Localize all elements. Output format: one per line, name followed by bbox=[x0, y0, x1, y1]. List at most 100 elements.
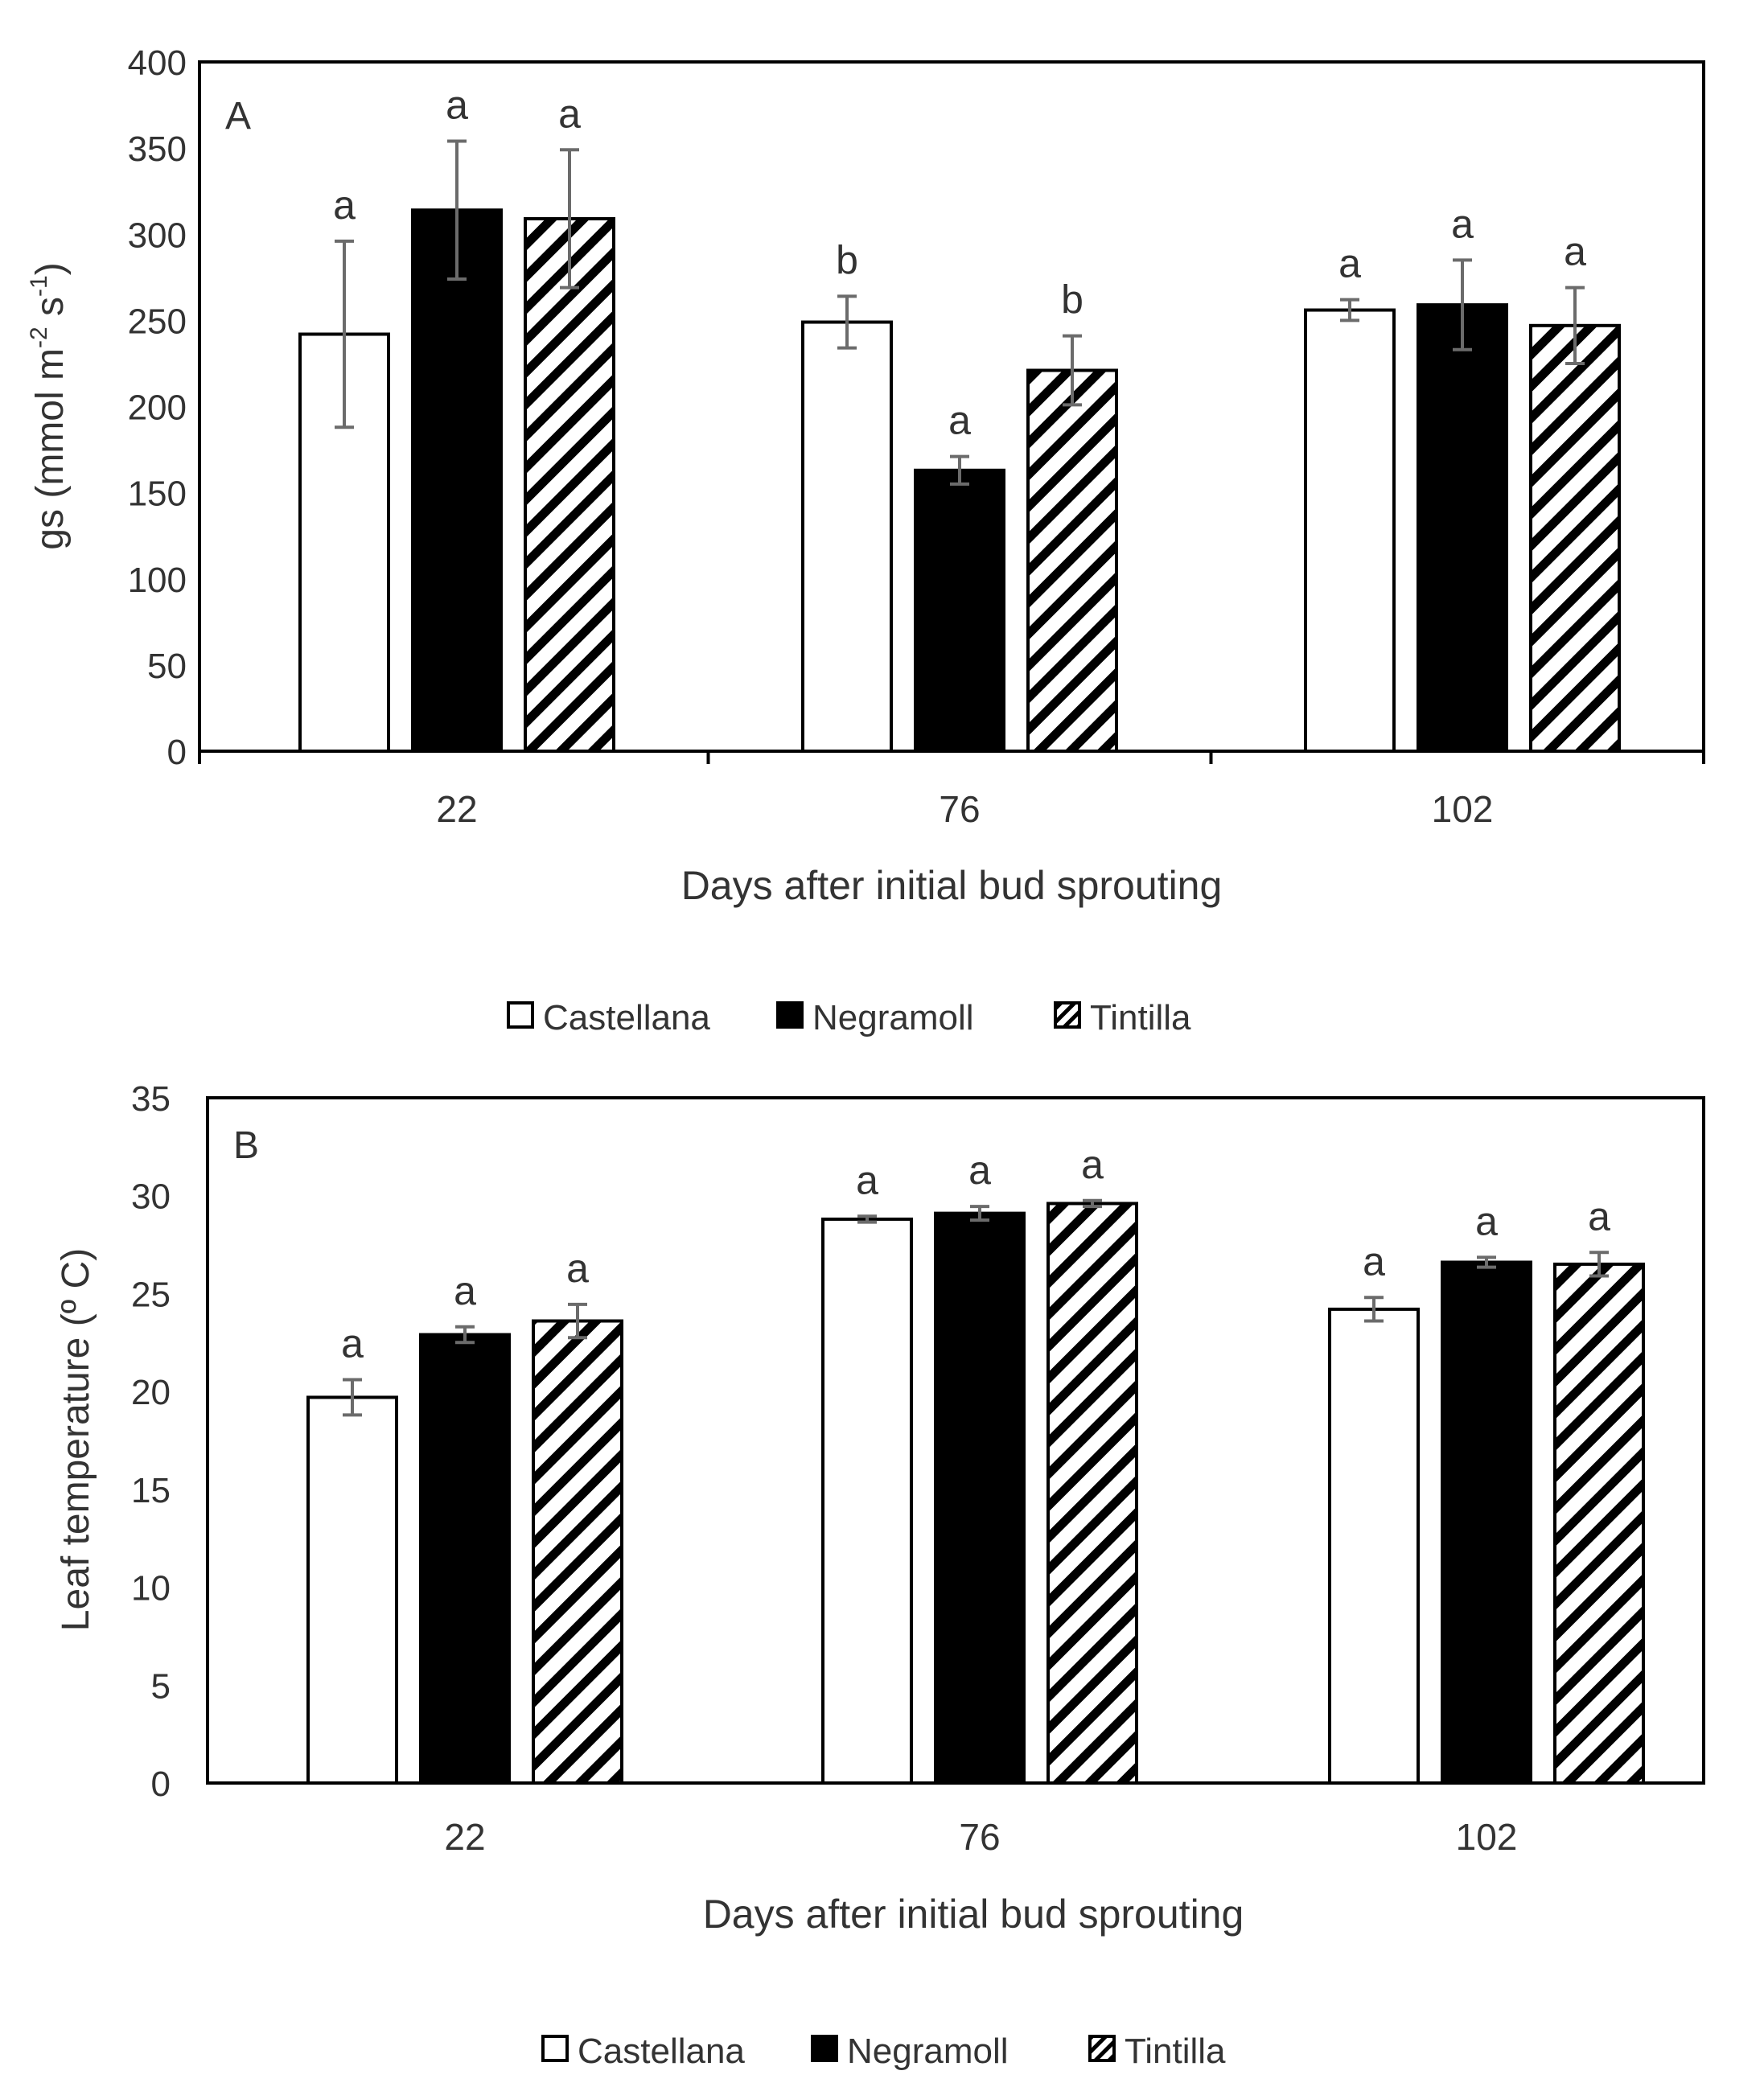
legend-b: Castellana Negramoll Tintilla bbox=[541, 2032, 1226, 2071]
significance-letter: b bbox=[836, 237, 858, 282]
bar-castellana-102 bbox=[1304, 308, 1396, 753]
x-category-label: 76 bbox=[959, 1816, 1000, 1858]
bars-b bbox=[306, 1202, 1645, 1785]
error-bar-castellana-102 bbox=[1340, 298, 1359, 323]
y-axis-ticks-b: 0 5 10 15 20 25 30 35 bbox=[131, 1079, 171, 1804]
error-bar-tintilla-102 bbox=[1589, 1251, 1609, 1278]
y-axis-title-a: gs (mmol m-2 s-1) bbox=[26, 262, 72, 549]
y-tick-label: 300 bbox=[128, 216, 187, 255]
significance-letter: a bbox=[948, 398, 971, 443]
y-tick-label: 100 bbox=[128, 561, 187, 600]
significance-letter: b bbox=[1061, 277, 1083, 323]
legend-swatch-tintilla-b bbox=[1088, 2035, 1116, 2062]
significance-letter: a bbox=[1588, 1194, 1610, 1239]
legend-label-tintilla-b: Tintilla bbox=[1125, 2032, 1226, 2071]
error-bar-castellana-76 bbox=[857, 1214, 877, 1224]
bar-negramoll-76 bbox=[934, 1211, 1026, 1785]
legend-label-castellana-b: Castellana bbox=[578, 2032, 745, 2071]
error-bar-tintilla-22 bbox=[568, 1302, 587, 1340]
y-tick-label: 200 bbox=[128, 388, 187, 428]
y-tick-label: 50 bbox=[147, 647, 187, 686]
significance-letter: a bbox=[558, 91, 581, 136]
y-tick-label: 35 bbox=[131, 1079, 171, 1119]
y-tick-label: 350 bbox=[128, 129, 187, 169]
x-category-label: 76 bbox=[939, 788, 980, 830]
significance-letter: a bbox=[333, 183, 356, 228]
error-bar-negramoll-76 bbox=[950, 454, 969, 486]
error-bar-tintilla-22 bbox=[560, 148, 579, 290]
x-category-label: 22 bbox=[436, 788, 477, 830]
legend-swatch-negramoll-a bbox=[776, 1001, 804, 1029]
error-bar-negramoll-22 bbox=[455, 1325, 475, 1345]
legend-swatch-castellana-b bbox=[541, 2035, 569, 2062]
bar-negramoll-102 bbox=[1441, 1260, 1532, 1785]
error-bar-tintilla-76 bbox=[1083, 1198, 1102, 1209]
error-bar-tintilla-76 bbox=[1063, 334, 1082, 407]
legend-label-negramoll-b: Negramoll bbox=[847, 2032, 1009, 2071]
y-tick-label: 5 bbox=[151, 1666, 171, 1706]
x-axis-title-b: Days after initial bud sprouting bbox=[703, 1892, 1244, 1937]
bar-tintilla-102 bbox=[1529, 323, 1621, 753]
significance-letter: a bbox=[1451, 201, 1474, 246]
chart-panel-a: A 0 50 100 150 200 250 300 350 400 a b a a a a a b a 22 7… bbox=[26, 43, 1705, 908]
error-bar-castellana-102 bbox=[1364, 1296, 1384, 1323]
bar-castellana-76 bbox=[821, 1217, 913, 1785]
y-tick-label: 0 bbox=[167, 733, 187, 772]
significance-letter: a bbox=[968, 1148, 991, 1193]
x-category-label: 102 bbox=[1432, 788, 1494, 830]
error-bars-a bbox=[335, 139, 1585, 486]
bar-castellana-22 bbox=[306, 1395, 398, 1785]
error-bar-negramoll-102 bbox=[1477, 1255, 1496, 1269]
error-bar-castellana-76 bbox=[837, 294, 857, 350]
significance-letter: a bbox=[566, 1246, 589, 1291]
y-tick-label: 150 bbox=[128, 475, 187, 514]
error-bar-tintilla-102 bbox=[1565, 286, 1585, 365]
significance-letter: a bbox=[856, 1157, 878, 1202]
bar-tintilla-22 bbox=[524, 216, 615, 753]
y-tick-label: 10 bbox=[131, 1569, 171, 1608]
y-tick-label: 0 bbox=[151, 1765, 171, 1804]
significance-letter: a bbox=[1081, 1142, 1104, 1187]
y-tick-label: 15 bbox=[131, 1471, 171, 1510]
chart-panel-b: B 0 5 10 15 20 25 30 35 a a a a a a a a a 22 76 102 Days … bbox=[55, 1079, 1705, 1937]
legend-a: Castellana Negramoll Tintilla bbox=[507, 998, 1191, 1037]
significance-letters-a: a b a a a a a b a bbox=[333, 83, 1586, 443]
error-bar-castellana-22 bbox=[343, 1378, 362, 1417]
error-bars-b bbox=[343, 1198, 1609, 1417]
y-axis-ticks-a: 0 50 100 150 200 250 300 350 400 bbox=[128, 43, 187, 772]
error-bar-negramoll-102 bbox=[1453, 258, 1472, 351]
significance-letter: a bbox=[1338, 241, 1361, 286]
significance-letter: a bbox=[341, 1321, 364, 1366]
bar-negramoll-22 bbox=[419, 1333, 511, 1785]
legend-swatch-castellana-a bbox=[507, 1001, 534, 1029]
y-tick-label: 30 bbox=[131, 1177, 171, 1217]
x-axis-a: 22 76 102 bbox=[198, 751, 1705, 830]
bar-tintilla-102 bbox=[1553, 1262, 1645, 1785]
panel-label-a: A bbox=[225, 95, 251, 138]
bar-tintilla-22 bbox=[532, 1319, 623, 1785]
bar-castellana-102 bbox=[1328, 1307, 1420, 1785]
y-axis-title-b: Leaf temperature (º C) bbox=[55, 1248, 97, 1631]
significance-letter: a bbox=[454, 1268, 476, 1313]
significance-letter: a bbox=[1475, 1198, 1498, 1243]
bar-negramoll-102 bbox=[1417, 303, 1508, 753]
legend-label-negramoll-a: Negramoll bbox=[812, 998, 974, 1037]
y-tick-label: 20 bbox=[131, 1373, 171, 1412]
panel-label-b: B bbox=[233, 1124, 259, 1167]
y-tick-label: 250 bbox=[128, 302, 187, 341]
bar-tintilla-76 bbox=[1046, 1202, 1138, 1785]
legend-swatch-negramoll-b bbox=[811, 2035, 838, 2062]
legend-label-castellana-a: Castellana bbox=[543, 998, 710, 1037]
bar-negramoll-22 bbox=[411, 208, 503, 753]
significance-letter: a bbox=[446, 83, 468, 128]
error-bar-negramoll-22 bbox=[447, 139, 467, 281]
error-bar-castellana-22 bbox=[335, 239, 354, 429]
legend-label-tintilla-a: Tintilla bbox=[1090, 998, 1191, 1037]
legend-swatch-tintilla-a bbox=[1054, 1001, 1081, 1029]
significance-letter: a bbox=[1363, 1239, 1385, 1284]
y-tick-label: 25 bbox=[131, 1275, 171, 1314]
y-tick-label: 400 bbox=[128, 43, 187, 83]
x-axis-title-a: Days after initial bud sprouting bbox=[681, 863, 1223, 908]
x-category-label: 22 bbox=[444, 1816, 485, 1858]
